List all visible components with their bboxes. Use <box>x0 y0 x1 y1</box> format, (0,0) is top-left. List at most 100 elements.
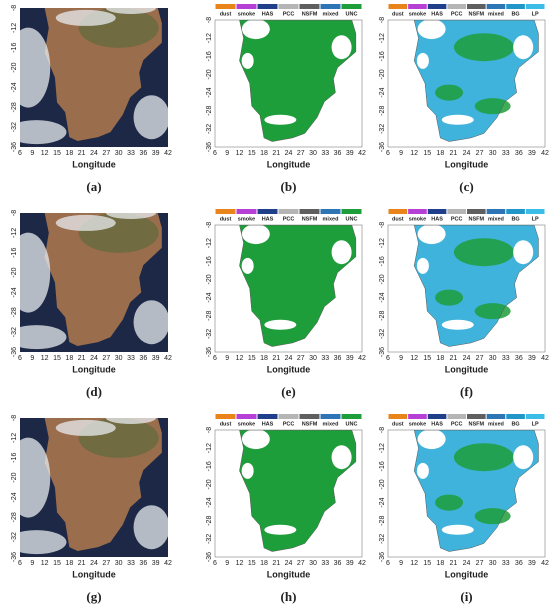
x-tick-label: 36 <box>334 560 342 567</box>
legend-swatch <box>427 414 447 419</box>
x-tick-label: 9 <box>30 560 34 567</box>
gap <box>416 52 429 69</box>
y-tick-label: -16 <box>11 43 18 53</box>
legend-swatch <box>388 4 408 9</box>
y-tick-label: -24 <box>206 292 213 302</box>
legend-swatch <box>215 414 236 419</box>
legend-swatch <box>408 4 427 9</box>
y-tick-label: -20 <box>206 69 213 79</box>
legend-label: NSFM <box>469 11 485 17</box>
x-tick-label: 30 <box>489 150 497 157</box>
x-tick-label: 9 <box>225 560 229 567</box>
panel-label: (d) <box>86 384 102 399</box>
legend-label: BG <box>511 11 519 17</box>
y-tick-label: -20 <box>11 472 18 482</box>
y-tick-label: -20 <box>379 69 386 79</box>
cloud <box>20 325 67 350</box>
y-tick-label: -32 <box>379 124 386 134</box>
y-tick-label: -24 <box>11 287 18 297</box>
x-tick-label: 42 <box>358 560 366 567</box>
x-tick-label: 21 <box>78 150 86 157</box>
cloud <box>20 27 51 108</box>
x-axis-label: Longitude <box>267 364 311 374</box>
legend-swatch <box>467 209 486 214</box>
x-tick-label: 21 <box>272 355 280 362</box>
legend-swatch <box>215 4 236 9</box>
legend-label: BG <box>511 421 519 427</box>
x-tick-label: 27 <box>102 150 110 157</box>
x-tick-label: 33 <box>321 560 329 567</box>
x-tick-label: 24 <box>90 355 98 362</box>
gap <box>241 257 254 274</box>
panel-label: (g) <box>86 589 101 604</box>
legend-label: mixed <box>488 216 504 222</box>
y-tick-label: -12 <box>206 33 213 43</box>
legend-label: dust <box>392 11 404 17</box>
y-tick-label: -28 <box>379 311 386 321</box>
x-tick-label: 6 <box>213 560 217 567</box>
legend-label: HAS <box>262 11 274 17</box>
cloud <box>55 419 116 436</box>
legend-label: smoke <box>409 421 426 427</box>
x-tick-label: 6 <box>386 355 390 362</box>
legend-swatch <box>447 4 466 9</box>
x-tick-label: 33 <box>321 355 329 362</box>
gap <box>513 240 534 265</box>
y-tick-label: -20 <box>206 479 213 489</box>
y-tick-label: -36 <box>206 552 213 562</box>
legend-swatch <box>278 4 299 9</box>
y-tick-label: -28 <box>379 106 386 116</box>
x-tick-label: 30 <box>489 355 497 362</box>
x-tick-label: 6 <box>18 150 22 157</box>
x-tick-label: 9 <box>225 355 229 362</box>
y-tick-label: -28 <box>11 512 18 522</box>
y-tick-label: -20 <box>11 62 18 72</box>
x-tick-label: 12 <box>410 150 418 157</box>
land <box>239 225 356 347</box>
legend-label: UNC <box>346 11 358 17</box>
x-tick-label: 6 <box>18 355 22 362</box>
x-tick-label: 42 <box>164 355 172 362</box>
x-tick-label: 27 <box>476 560 484 567</box>
x-tick-label: 9 <box>399 150 403 157</box>
map <box>215 225 362 352</box>
x-tick-label: 18 <box>436 560 444 567</box>
x-tick-label: 18 <box>65 150 73 157</box>
x-tick-label: 27 <box>297 560 305 567</box>
legend-swatch <box>427 4 447 9</box>
legend-swatch <box>236 414 257 419</box>
x-tick-label: 24 <box>285 560 293 567</box>
legend-label: NSFM <box>469 216 485 222</box>
legend-swatch <box>506 4 525 9</box>
gap <box>331 445 352 470</box>
x-tick-label: 12 <box>236 560 244 567</box>
x-tick-label: 30 <box>309 355 317 362</box>
x-tick-label: 15 <box>423 560 431 567</box>
legend-label: LP <box>532 216 539 222</box>
legend-label: UNC <box>346 421 358 427</box>
gap <box>241 52 254 69</box>
legend-label: PCC <box>283 216 295 222</box>
legend-swatch <box>467 414 486 419</box>
gap <box>264 524 297 535</box>
coastline <box>413 225 539 347</box>
x-tick-label: 27 <box>102 355 110 362</box>
y-tick-label: -24 <box>206 497 213 507</box>
cloud <box>133 95 168 140</box>
legend-swatch <box>525 414 545 419</box>
legend-label: dust <box>220 216 232 222</box>
patch <box>435 289 464 306</box>
coastline <box>413 20 539 142</box>
gap <box>241 430 270 450</box>
y-tick-label: -32 <box>379 329 386 339</box>
patch <box>453 443 514 472</box>
legend-swatch <box>506 209 525 214</box>
x-tick-label: 24 <box>463 560 471 567</box>
gap <box>441 319 474 330</box>
x-tick-label: 39 <box>528 560 536 567</box>
x-tick-label: 15 <box>53 355 61 362</box>
x-axis-label: Longitude <box>267 159 311 169</box>
legend-label: mixed <box>323 216 339 222</box>
legend-swatch <box>299 414 320 419</box>
y-tick-label: -28 <box>206 106 213 116</box>
